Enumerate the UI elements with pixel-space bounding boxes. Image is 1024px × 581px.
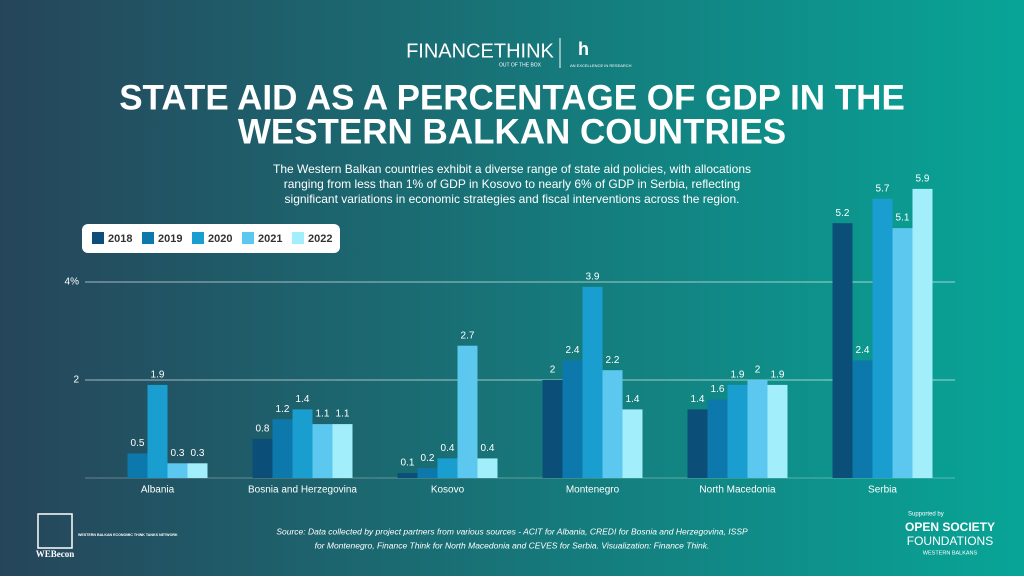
value-label: 2.4 xyxy=(566,345,580,356)
network-logo: WEBecon xyxy=(36,549,75,559)
bar xyxy=(872,198,893,478)
legend-label: 2021 xyxy=(258,233,282,245)
value-label: 1.6 xyxy=(711,384,725,395)
bar xyxy=(542,380,563,478)
source: Source: Data collected by project partne… xyxy=(276,526,748,536)
value-label: 2 xyxy=(550,365,556,376)
x-tick-label: Serbia xyxy=(868,485,897,496)
x-tick-label: Bosnia and Herzegovina xyxy=(248,485,357,496)
value-label: 1.4 xyxy=(691,394,705,405)
bar xyxy=(852,360,873,478)
value-label: 0.4 xyxy=(481,443,495,454)
title: WESTERN BALKAN COUNTRIES xyxy=(238,112,786,151)
value-label: 0.8 xyxy=(256,423,270,434)
funder: OPEN SOCIETY xyxy=(905,520,995,534)
bar xyxy=(252,438,273,478)
legend-swatch xyxy=(292,232,304,244)
value-label: 0.2 xyxy=(421,453,435,464)
value-label: 0.3 xyxy=(171,448,185,459)
value-label: 1.1 xyxy=(316,409,330,420)
network-name: WESTERN BALKAN ECONOMIC THINK TANKS NETW… xyxy=(78,533,178,537)
bar xyxy=(477,458,498,478)
legend-label: 2020 xyxy=(208,233,232,245)
bar xyxy=(707,399,728,478)
value-label: 1.9 xyxy=(771,370,785,381)
value-label: 1.9 xyxy=(731,370,745,381)
bar xyxy=(312,424,333,478)
network-icon xyxy=(37,513,73,549)
value-label: 2.2 xyxy=(606,355,620,366)
value-label: 2.7 xyxy=(461,330,475,341)
bar xyxy=(892,228,913,478)
legend-box xyxy=(82,224,340,253)
funder: WESTERN BALKANS xyxy=(923,550,978,556)
bar xyxy=(127,453,148,478)
x-tick-label: Kosovo xyxy=(431,485,465,496)
value-label: 3.9 xyxy=(586,272,600,283)
bar xyxy=(582,286,603,478)
partner-logo: h xyxy=(578,39,589,59)
bar xyxy=(292,409,313,478)
y-tick-label: 2 xyxy=(73,375,79,386)
value-label: 1.2 xyxy=(276,404,290,415)
legend-swatch xyxy=(142,232,154,244)
value-label: 5.2 xyxy=(836,208,850,219)
bar xyxy=(167,463,188,478)
source: for Montenegro, Finance Think for North … xyxy=(315,540,710,550)
x-tick-label: Montenegro xyxy=(566,485,620,496)
bar xyxy=(457,345,478,478)
bar xyxy=(437,458,458,478)
value-label: 0.5 xyxy=(131,438,145,449)
bar xyxy=(562,360,583,478)
bar xyxy=(187,463,208,478)
bar xyxy=(687,409,708,478)
title: STATE AID AS A PERCENTAGE OF GDP IN THE xyxy=(119,78,905,117)
logo-tagline: OUT OF THE BOX xyxy=(499,62,542,68)
bar xyxy=(397,473,418,478)
value-label: 2 xyxy=(755,365,761,376)
supported-by: Supported by xyxy=(908,512,944,518)
x-tick-label: Albania xyxy=(141,485,175,496)
bar xyxy=(147,384,168,478)
subtitle: ranging from less than 1% of GDP in Koso… xyxy=(284,177,740,191)
bar xyxy=(417,468,438,478)
bar xyxy=(622,409,643,478)
legend-swatch xyxy=(192,232,204,244)
value-label: 5.9 xyxy=(916,174,930,185)
value-label: 5.1 xyxy=(896,213,910,224)
bar xyxy=(767,384,788,478)
bar xyxy=(602,370,623,478)
value-label: 1.4 xyxy=(296,394,310,405)
bar xyxy=(727,384,748,478)
value-label: 1.9 xyxy=(151,370,165,381)
x-tick-label: North Macedonia xyxy=(699,485,776,496)
value-label: 0.4 xyxy=(441,443,455,454)
value-label: 5.7 xyxy=(876,183,890,194)
legend-label: 2018 xyxy=(108,233,132,245)
subtitle: significant variations in economic strat… xyxy=(285,192,740,206)
legend-label: 2022 xyxy=(308,233,332,245)
bar xyxy=(332,424,353,478)
bar xyxy=(272,419,293,478)
value-label: 1.1 xyxy=(336,409,350,420)
legend-swatch xyxy=(92,232,104,244)
value-label: 0.1 xyxy=(401,458,415,469)
legend-swatch xyxy=(242,232,254,244)
value-label: 2.4 xyxy=(856,345,870,356)
y-tick-label: 4% xyxy=(65,277,80,288)
partner-tagline: AN EXCELLENCE IN RESEARCH xyxy=(570,63,632,68)
bar xyxy=(912,188,933,478)
bar xyxy=(747,380,768,478)
legend-label: 2019 xyxy=(158,233,182,245)
value-label: 0.3 xyxy=(191,448,205,459)
subtitle: The Western Balkan countries exhibit a d… xyxy=(273,162,751,176)
funder: FOUNDATIONS xyxy=(907,534,993,548)
logo: FINANCETHINK xyxy=(406,40,554,62)
bar xyxy=(832,223,853,478)
value-label: 1.4 xyxy=(626,394,640,405)
